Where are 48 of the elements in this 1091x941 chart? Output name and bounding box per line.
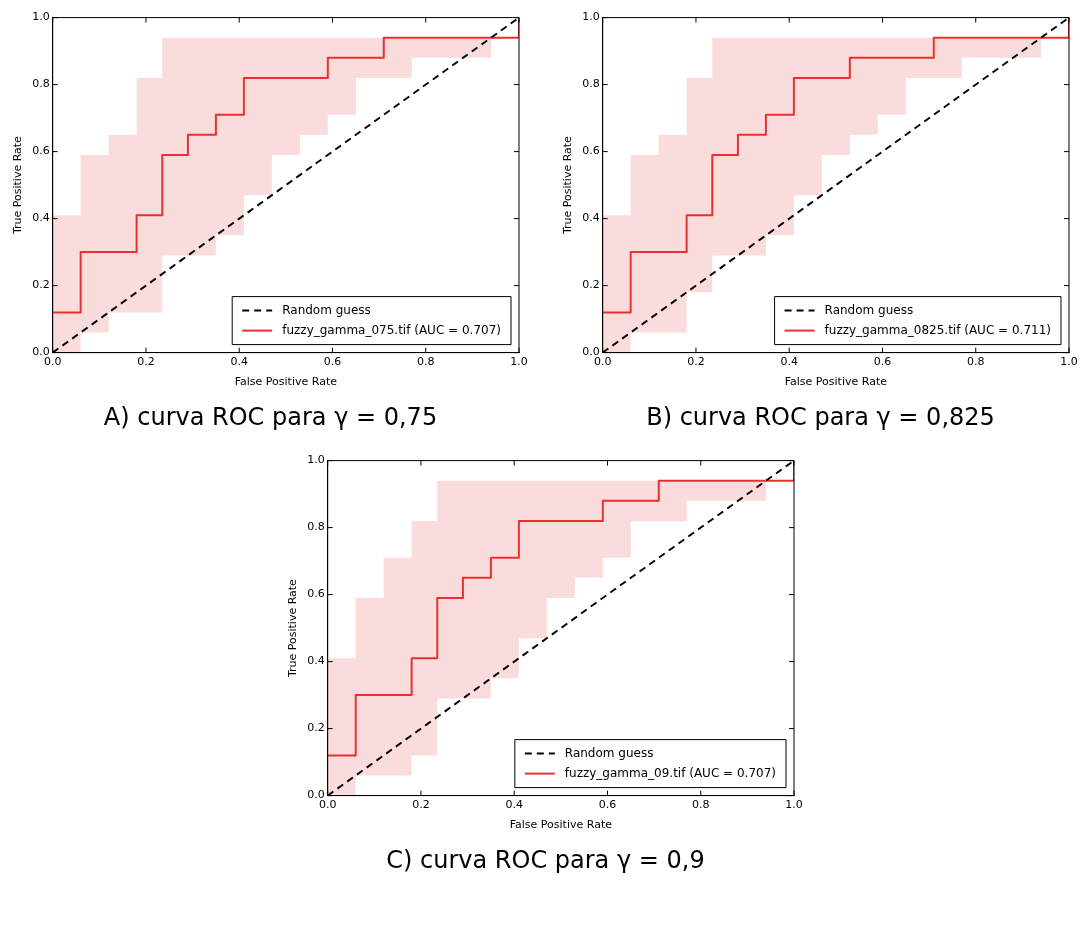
y-tick-label: 0.6 — [32, 144, 50, 158]
x-tick-label: 0.8 — [416, 355, 435, 369]
y-tick-label: 0.2 — [582, 278, 600, 292]
y-tick-label: 0.8 — [32, 77, 50, 91]
x-tick-label: 1.0 — [510, 355, 528, 369]
y-axis-title: True Positive Rate — [561, 135, 575, 236]
y-axis-title: True Positive Rate — [286, 578, 300, 679]
y-tick-label: 1.0 — [582, 10, 600, 24]
x-tick-label: 0.4 — [780, 355, 798, 369]
x-tick-label: 0.4 — [505, 798, 523, 812]
text: A) curva ROC para γ = 0,75 — [102, 403, 439, 431]
x-tick-label: 0.2 — [687, 355, 705, 369]
x-tick-label: 0.6 — [873, 355, 892, 369]
x-tick-label: 0.6 — [323, 355, 342, 369]
y-tick-label: 0.4 — [582, 211, 600, 225]
x-axis-title: False Positive Rate — [234, 375, 338, 389]
x-tick-label: 0.8 — [691, 798, 710, 812]
x-tick-label: 1.0 — [1060, 355, 1078, 369]
x-tick-label: 0.0 — [43, 355, 62, 369]
x-tick-label: 0.2 — [412, 798, 430, 812]
legend-label: fuzzy_gamma_075.tif (AUC = 0.707) — [282, 322, 502, 337]
x-tick-label: 0.4 — [230, 355, 248, 369]
legend-label: fuzzy_gamma_09.tif (AUC = 0.707) — [564, 765, 777, 780]
y-tick-label: 0.6 — [582, 144, 600, 158]
y-tick-label: 1.0 — [307, 453, 325, 467]
x-tick-label: 0.0 — [593, 355, 612, 369]
y-tick-label: 0.4 — [32, 211, 50, 225]
y-tick-label: 0.6 — [307, 587, 325, 601]
legend-label: fuzzy_gamma_0825.tif (AUC = 0.711) — [824, 322, 1051, 337]
x-tick-label: 0.6 — [598, 798, 617, 812]
x-tick-label: 0.2 — [137, 355, 155, 369]
x-tick-label: 0.0 — [318, 798, 337, 812]
legend-label: Random guess — [282, 302, 371, 317]
x-axis-title: False Positive Rate — [509, 818, 613, 832]
y-tick-label: 0.8 — [307, 520, 325, 534]
x-tick-label: 1.0 — [785, 798, 803, 812]
x-axis-title: False Positive Rate — [784, 375, 888, 389]
x-tick-label: 0.8 — [966, 355, 985, 369]
y-tick-label: 0.8 — [582, 77, 600, 91]
y-axis-title: True Positive Rate — [11, 135, 25, 236]
text: B) curva ROC para γ = 0,825 — [645, 403, 996, 431]
text: C) curva ROC para γ = 0,9 — [385, 846, 706, 874]
y-tick-label: 0.4 — [307, 654, 325, 668]
y-tick-label: 0.2 — [307, 721, 325, 735]
legend-label: Random guess — [564, 745, 654, 760]
legend-label: Random guess — [824, 302, 914, 317]
y-tick-label: 0.2 — [32, 278, 50, 292]
y-tick-label: 1.0 — [32, 10, 50, 24]
